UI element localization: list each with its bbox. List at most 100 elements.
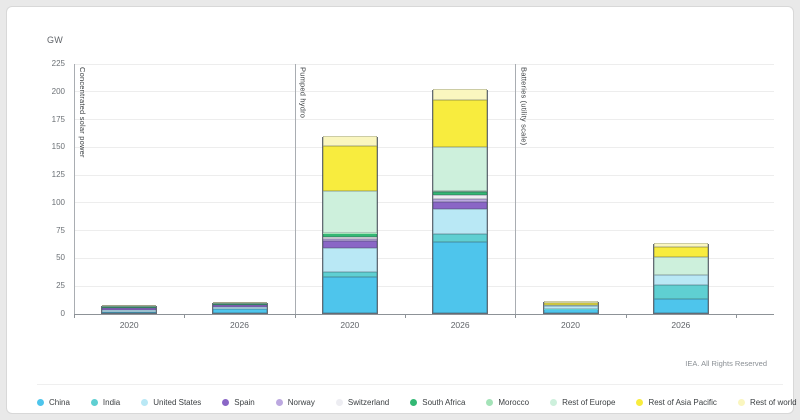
y-tick-label: 150 [51, 142, 65, 152]
y-tick-label: 225 [51, 59, 65, 68]
plot-area: Concentrated solar power Pumped hydro Batt… [74, 63, 774, 330]
gridline [74, 230, 774, 232]
bar-segment-rest-of-world[interactable] [322, 136, 377, 147]
bar-segment-switzerland[interactable] [433, 195, 488, 200]
bar-segment-india[interactable] [322, 272, 377, 278]
y-tick-label: 75 [56, 225, 65, 235]
y-axis-tick-labels: 0 25 50 75 100 125 150 175 200 225 [7, 60, 67, 318]
legend-item-switzerland[interactable]: Switzerland [335, 397, 390, 407]
bar-segment-united-states[interactable] [322, 247, 377, 273]
legend-item-india[interactable]: India [90, 397, 121, 407]
stacked-bar[interactable] [101, 305, 158, 314]
legend-color-dot [737, 398, 745, 406]
legend-color-dot [90, 398, 98, 406]
chart-card: GW 0 25 50 75 100 125 150 175 200 225 Concentrate… [6, 6, 797, 417]
stacked-bar[interactable] [211, 301, 268, 314]
y-tick-label: 50 [56, 253, 65, 263]
bar-segment-spain[interactable] [433, 202, 488, 210]
bar-segment-rest-of-asia-pacific[interactable] [322, 146, 377, 191]
bar-segment-india[interactable] [433, 233, 488, 242]
bar-segment-china[interactable] [543, 309, 598, 313]
bar-segment-morocco[interactable] [102, 306, 157, 307]
gridline [74, 202, 774, 204]
bar-segment-rest-of-europe[interactable] [433, 146, 488, 192]
bar-segment-morocco[interactable] [433, 191, 488, 193]
bar-segment-rest-of-asia-pacific[interactable] [543, 302, 598, 305]
stacked-bar[interactable] [652, 243, 709, 314]
gridline [74, 119, 774, 121]
bar-segment-rest-of-europe[interactable] [653, 256, 708, 275]
y-tick-label: 100 [51, 197, 65, 207]
bar-segment-china[interactable] [433, 241, 488, 313]
bar-segment-united-states[interactable] [433, 209, 488, 234]
y-tick-label: 200 [51, 86, 65, 96]
legend-color-dot [410, 398, 418, 406]
x-axis-tick [294, 314, 296, 318]
bar-segment-rest-of-europe[interactable] [322, 190, 377, 233]
section-divider [74, 64, 75, 314]
bar-segment-south-africa[interactable] [212, 303, 267, 305]
legend-color-dot [335, 398, 343, 406]
bar-segment-south-africa[interactable] [102, 307, 157, 308]
legend-label: India [102, 397, 121, 407]
bar-segment-rest-of-world[interactable] [653, 243, 708, 247]
bar-segment-china[interactable] [322, 277, 377, 313]
bar-segment-china[interactable] [212, 309, 267, 313]
bar-segment-switzerland[interactable] [322, 236, 377, 240]
legend-label: Norway [287, 397, 315, 407]
legend-color-dot [550, 398, 558, 406]
bar-segment-rest-of-asia-pacific[interactable] [433, 100, 488, 147]
x-category-label: 2026 [671, 320, 691, 330]
bar-segment-south-africa[interactable] [433, 192, 488, 196]
legend-item-united-states[interactable]: United States [141, 398, 201, 407]
gridline [74, 285, 774, 287]
bar-segment-norway[interactable] [322, 239, 377, 241]
y-tick-label: 0 [60, 309, 65, 318]
section-label: Pumped hydro [298, 67, 308, 119]
legend-label: Morocco [498, 397, 530, 407]
gridline [74, 91, 774, 93]
x-category-label: 2026 [450, 320, 470, 330]
bar-segment-rest-of-world[interactable] [102, 305, 157, 307]
bar-segment-united-states[interactable] [543, 306, 598, 310]
bar-segment-united-states[interactable] [212, 307, 267, 310]
legend-item-china[interactable]: China [37, 398, 70, 407]
legend-item-norway[interactable]: Norway [275, 397, 315, 407]
bar-segment-rest-of-europe[interactable] [543, 304, 598, 306]
x-axis-tick [625, 314, 627, 318]
legend-item-rest-of-world[interactable]: Rest of world [737, 398, 797, 407]
legend-label: Switzerland [347, 397, 390, 407]
bar-segment-spain[interactable] [212, 304, 267, 308]
bar-segment-spain[interactable] [102, 307, 157, 311]
bar-segment-norway[interactable] [433, 199, 488, 203]
stacked-bar[interactable] [321, 136, 378, 314]
y-tick-label: 25 [56, 281, 65, 291]
bar-segment-rest-of-asia-pacific[interactable] [653, 246, 708, 257]
bar-segment-china[interactable] [653, 298, 708, 313]
legend-color-dot [37, 398, 44, 406]
legend-item-morocco[interactable]: Morocco [486, 398, 529, 407]
bar-segment-united-states[interactable] [102, 310, 157, 313]
stacked-bar[interactable] [432, 88, 489, 314]
bar-segment-rest-of-world[interactable] [212, 301, 267, 303]
legend-label: Spain [234, 397, 255, 407]
legend-item-spain[interactable]: Spain [222, 397, 255, 407]
legend-item-rest-of-asia-pacific[interactable]: Rest of Asia Pacific [636, 398, 717, 407]
bar-segment-united-states[interactable] [653, 274, 708, 285]
bar-segment-china[interactable] [102, 312, 157, 313]
bar-segment-morocco[interactable] [322, 232, 377, 234]
legend: China India United States Spain Norway Switze… [37, 384, 797, 417]
bar-segment-rest-of-world[interactable] [543, 300, 598, 303]
stacked-bar[interactable] [542, 300, 599, 314]
bar-segment-south-africa[interactable] [322, 233, 377, 237]
legend-item-rest-of-europe[interactable]: Rest of Europe [550, 398, 615, 407]
legend-color-dot [141, 398, 149, 406]
bar-segment-spain[interactable] [322, 241, 377, 248]
section-label: Concentrated solar power [78, 67, 87, 158]
bar-segment-india[interactable] [653, 284, 708, 299]
legend-item-south-africa[interactable]: South Africa [410, 398, 465, 407]
bar-segment-rest-of-world[interactable] [433, 88, 488, 101]
gridline [74, 146, 774, 148]
section-divider [294, 64, 296, 314]
bar-segment-morocco[interactable] [212, 303, 267, 304]
